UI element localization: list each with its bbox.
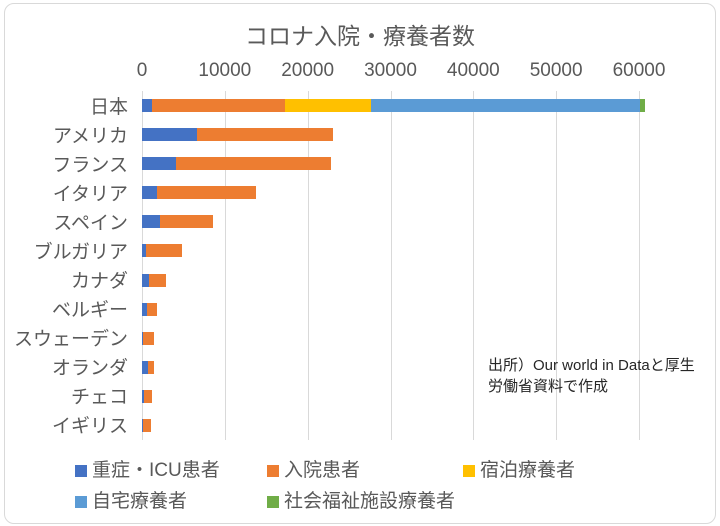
category-label: 日本 (89, 97, 128, 118)
bar-segment (142, 244, 146, 257)
category-label: オランダ (51, 358, 128, 379)
gridline (556, 91, 557, 440)
plot-area (142, 91, 645, 440)
bar-segment (142, 274, 149, 287)
legend-label: 自宅療養者 (92, 491, 188, 512)
bar-segment (142, 419, 143, 432)
bar-segment (152, 99, 285, 112)
value-axis-tick-label: 0 (136, 60, 148, 81)
category-label: アメリカ (52, 126, 128, 147)
gridline (142, 91, 143, 440)
bar-segment (142, 361, 148, 374)
legend-label: 宿泊療養者 (480, 460, 576, 481)
source-note-line2: 労働省資料で作成 (488, 378, 609, 395)
category-label: イタリア (52, 184, 128, 205)
bar-segment (160, 215, 213, 228)
bar-segment (149, 274, 166, 287)
legend-swatch (75, 465, 87, 477)
category-label: スペイン (53, 213, 128, 234)
bar-segment (142, 186, 157, 199)
bar-segment (147, 303, 157, 316)
bar-segment (371, 99, 640, 112)
gridline (473, 91, 474, 440)
legend-swatch (267, 496, 279, 508)
bar-segment (146, 244, 182, 257)
category-label: チェコ (70, 387, 128, 408)
value-axis-tick-label: 20000 (281, 60, 335, 81)
bar-segment (143, 332, 154, 345)
value-axis-tick-label: 40000 (446, 60, 500, 81)
legend-swatch (463, 465, 475, 477)
bar-segment (142, 303, 147, 316)
bar-segment (142, 332, 143, 345)
value-axis-tick-label: 10000 (198, 60, 252, 81)
bar-segment (142, 390, 144, 403)
bar-segment (157, 186, 256, 199)
legend-label: 社会福祉施設療養者 (284, 491, 456, 512)
value-axis-tick-label: 60000 (612, 60, 666, 81)
bar-segment (142, 215, 160, 228)
bar-segment (142, 157, 176, 170)
category-label: スウェーデン (13, 329, 128, 350)
chart-frame (4, 3, 716, 524)
bar-segment (285, 99, 371, 112)
bar-segment (144, 390, 152, 403)
bar-segment (148, 361, 154, 374)
source-note: 出所）Our world in Dataと厚生 労働省資料で作成 (488, 355, 695, 397)
category-label: フランス (52, 155, 128, 176)
gridline (225, 91, 226, 440)
value-axis-tick-label: 30000 (364, 60, 417, 81)
category-label: イギリス (51, 416, 128, 437)
value-axis-tick-label: 50000 (529, 60, 583, 81)
bar-segment (142, 99, 152, 112)
bar-segment (197, 128, 333, 141)
bar-segment (143, 419, 151, 432)
legend-label: 入院患者 (284, 460, 361, 481)
bar-segment (142, 128, 197, 141)
category-label: カナダ (70, 271, 128, 292)
source-note-line1: 出所）Our world in Dataと厚生 (488, 357, 695, 374)
gridline (391, 91, 392, 440)
bar-segment (640, 99, 645, 112)
category-label: ブルガリア (33, 242, 128, 263)
category-label: ベルギー (51, 300, 128, 321)
gridline (308, 91, 309, 440)
legend-label: 重症・ICU患者 (92, 460, 220, 481)
chart-title: コロナ入院・療養者数 (245, 23, 475, 49)
legend-swatch (75, 496, 87, 508)
gridline (639, 91, 640, 440)
legend-swatch (267, 465, 279, 477)
bar-segment (176, 157, 331, 170)
